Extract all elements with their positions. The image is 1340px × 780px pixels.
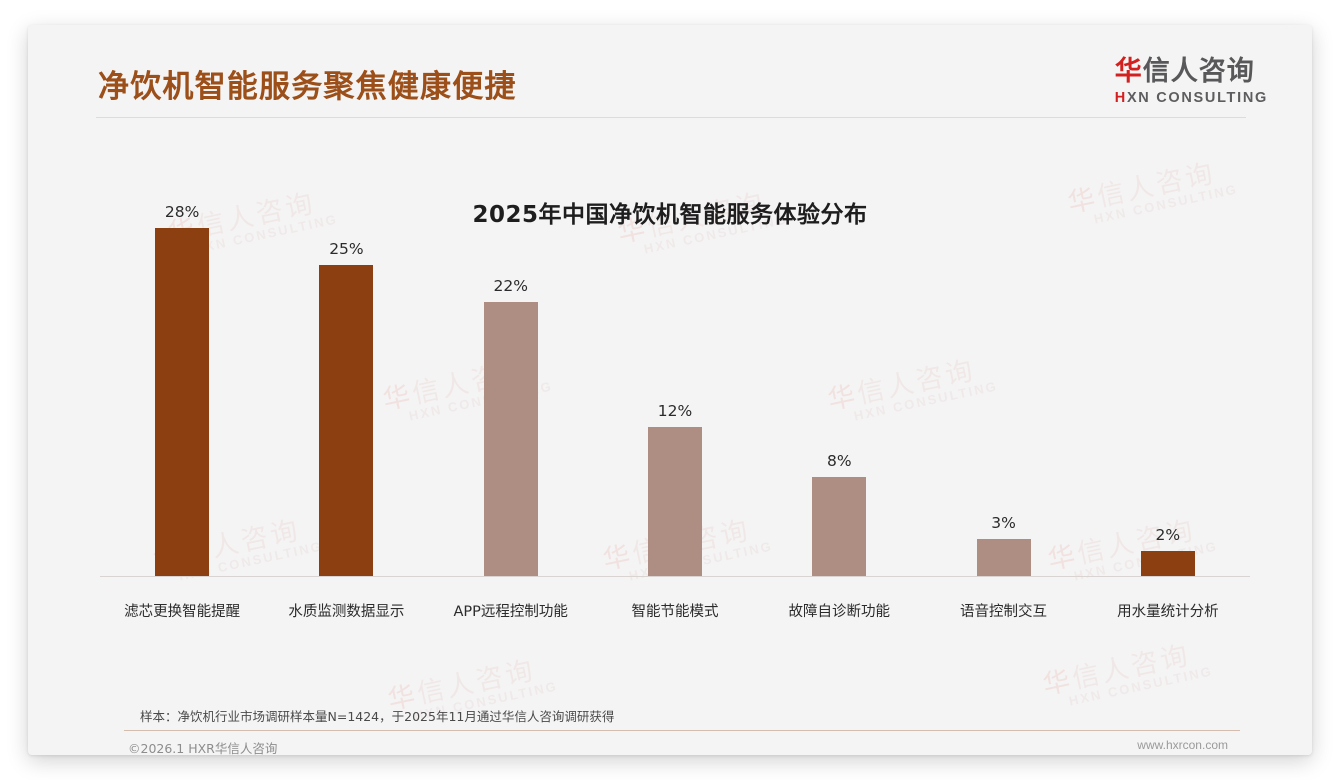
bar-rect[interactable]	[812, 476, 867, 576]
chart-title: 2025年中国净饮机智能服务体验分布	[472, 202, 868, 228]
slide-card: 华信人咨询 HXN CONSULTING 华信人咨询 HXN CONSULTIN…	[28, 25, 1312, 755]
bar-category-label: 故障自诊断功能	[788, 604, 891, 620]
bar-group: 2% 用水量统计分析	[1086, 177, 1250, 620]
bar-category-label: 水质监测数据显示	[288, 604, 405, 620]
bar-group: 12% 智能节能模式	[593, 177, 757, 620]
bar-value-label: 25%	[329, 240, 364, 259]
company-logo: 华信人咨询 HXN CONSULTING	[1115, 57, 1268, 106]
website-link[interactable]: www.hxrcon.com	[1137, 738, 1228, 752]
header-divider	[96, 117, 1246, 118]
bar-rect[interactable]	[155, 227, 210, 576]
bar-group: 22% APP远程控制功能	[429, 177, 593, 620]
bar-category-label: APP远程控制功能	[453, 604, 568, 620]
logo-chinese-text: 华信人咨询	[1115, 57, 1268, 87]
slide-footer: ©2026.1 HXR华信人咨询 www.hxrcon.com	[28, 731, 1312, 755]
bar-value-label: 2%	[1155, 526, 1181, 545]
copyright-text: ©2026.1 HXR华信人咨询	[128, 741, 278, 755]
footer-divider	[124, 730, 1240, 731]
chart-baseline-axis	[100, 576, 1250, 577]
bar-rect[interactable]	[976, 538, 1031, 576]
bar-value-label: 22%	[493, 277, 528, 296]
bar-series: 28% 滤芯更换智能提醒 25% 水质监测数据显示 22% APP远程控制功能 12% 智能节…	[100, 177, 1250, 620]
logo-cn-accent: 华	[1114, 56, 1143, 87]
bar-value-label: 8%	[826, 451, 852, 470]
logo-cn-rest: 信人咨询	[1142, 56, 1255, 87]
slide-header: 净饮机智能服务聚焦健康便捷 华信人咨询 HXN CONSULTING	[28, 25, 1312, 118]
bar-rect[interactable]	[483, 302, 538, 576]
bar-group: 25% 水质监测数据显示	[264, 177, 428, 620]
bar-category-label: 智能节能模式	[631, 604, 719, 620]
bar-category-label: 语音控制交互	[960, 604, 1048, 620]
logo-en-accent: H	[1114, 89, 1127, 106]
bar-group: 28% 滤芯更换智能提醒	[100, 177, 264, 620]
bar-rect[interactable]	[647, 426, 702, 576]
bar-value-label: 12%	[657, 401, 693, 420]
logo-english-text: HXN CONSULTING	[1115, 90, 1268, 106]
page-title: 净饮机智能服务聚焦健康便捷	[98, 69, 517, 105]
bar-rect[interactable]	[1140, 551, 1195, 576]
bar-group: 8% 故障自诊断功能	[757, 177, 921, 620]
bar-chart-plot: 28% 滤芯更换智能提醒 25% 水质监测数据显示 22% APP远程控制功能 12% 智能节…	[100, 177, 1250, 637]
bar-value-label: 3%	[991, 513, 1016, 532]
logo-en-rest: XN CONSULTING	[1126, 89, 1268, 106]
chart-area: 2025年中国净饮机智能服务体验分布 28% 滤芯更换智能提醒 25% 水质监测数据显…	[28, 117, 1312, 677]
bar-category-label: 用水量统计分析	[1117, 604, 1219, 620]
bar-rect[interactable]	[319, 265, 374, 576]
source-footnote: 样本：净饮机行业市场调研样本量N=1424，于2025年11月通过华信人咨询调研…	[140, 709, 615, 724]
bar-category-label: 滤芯更换智能提醒	[124, 604, 241, 620]
bar-value-label: 28%	[164, 202, 200, 221]
bar-group: 3% 语音控制交互	[921, 177, 1085, 620]
